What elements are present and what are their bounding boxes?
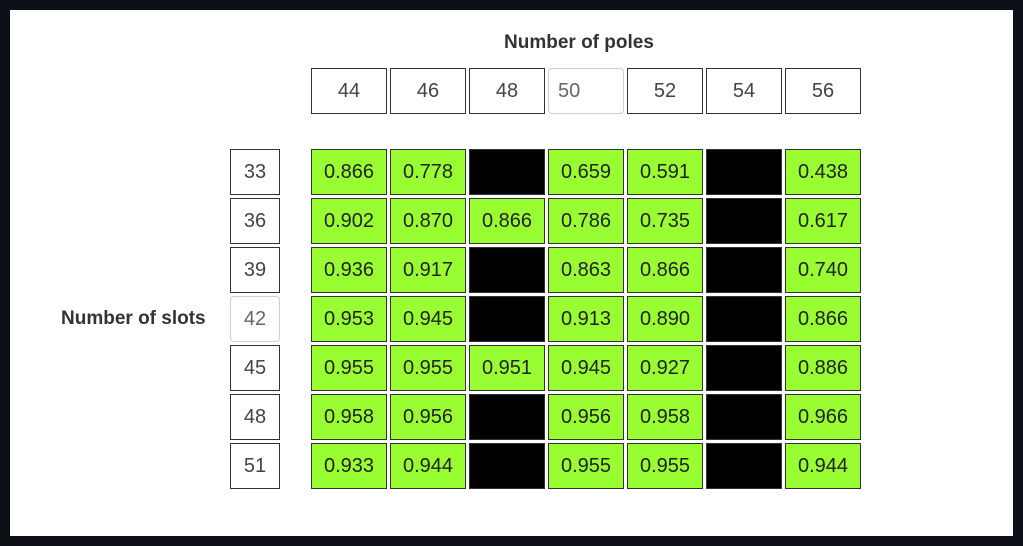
winding-factor-cell: 0.966 — [785, 394, 861, 440]
slots-input-33[interactable]: 33 — [230, 149, 280, 195]
winding-factor-cell: 0.659 — [548, 149, 624, 195]
poles-title: Number of poles — [504, 32, 654, 53]
invalid-cell — [469, 394, 545, 440]
poles-input-46[interactable]: 46 — [390, 68, 466, 114]
winding-factor-cell: 0.955 — [390, 345, 466, 391]
slots-input-48[interactable]: 48 — [230, 394, 280, 440]
winding-factor-cell: 0.927 — [627, 345, 703, 391]
winding-factor-cell: 0.866 — [785, 296, 861, 342]
winding-factor-cell: 0.617 — [785, 198, 861, 244]
winding-factor-cell: 0.936 — [311, 247, 387, 293]
winding-factor-cell: 0.953 — [311, 296, 387, 342]
slots-title: Number of slots — [61, 308, 206, 329]
winding-factor-cell: 0.890 — [627, 296, 703, 342]
invalid-cell — [706, 198, 782, 244]
invalid-cell — [706, 296, 782, 342]
slots-input-42[interactable]: 42 — [230, 296, 280, 342]
winding-factor-cell: 0.955 — [311, 345, 387, 391]
invalid-cell — [469, 443, 545, 489]
invalid-cell — [469, 247, 545, 293]
invalid-cell — [706, 394, 782, 440]
winding-factor-cell: 0.866 — [311, 149, 387, 195]
winding-factor-cell: 0.591 — [627, 149, 703, 195]
winding-factor-cell: 0.438 — [785, 149, 861, 195]
invalid-cell — [706, 443, 782, 489]
winding-factor-cell: 0.951 — [469, 345, 545, 391]
invalid-cell — [706, 345, 782, 391]
winding-factor-cell: 0.945 — [390, 296, 466, 342]
winding-factor-cell: 0.958 — [627, 394, 703, 440]
poles-input-44[interactable]: 44 — [311, 68, 387, 114]
winding-factor-cell: 0.786 — [548, 198, 624, 244]
slots-input-39[interactable]: 39 — [230, 247, 280, 293]
winding-factor-cell: 0.933 — [311, 443, 387, 489]
winding-factor-cell: 0.866 — [469, 198, 545, 244]
poles-input-52[interactable]: 52 — [627, 68, 703, 114]
winding-factor-cell: 0.944 — [785, 443, 861, 489]
winding-factor-cell: 0.944 — [390, 443, 466, 489]
winding-factor-panel: Number of poles Number of slots 44 46 48 50… — [10, 10, 1013, 536]
slots-input-51[interactable]: 51 — [230, 443, 280, 489]
winding-factor-cell: 0.956 — [548, 394, 624, 440]
winding-factor-cell: 0.866 — [627, 247, 703, 293]
poles-input-54[interactable]: 54 — [706, 68, 782, 114]
winding-factor-cell: 0.913 — [548, 296, 624, 342]
winding-factor-cell: 0.886 — [785, 345, 861, 391]
poles-input-56[interactable]: 56 — [785, 68, 861, 114]
winding-factor-cell: 0.917 — [390, 247, 466, 293]
winding-factor-cell: 0.863 — [548, 247, 624, 293]
slots-input-36[interactable]: 36 — [230, 198, 280, 244]
winding-factor-cell: 0.955 — [548, 443, 624, 489]
winding-factor-cell: 0.955 — [627, 443, 703, 489]
poles-input-48[interactable]: 48 — [469, 68, 545, 114]
winding-factor-cell: 0.958 — [311, 394, 387, 440]
winding-factor-cell: 0.902 — [311, 198, 387, 244]
slots-input-45[interactable]: 45 — [230, 345, 280, 391]
winding-factor-cell: 0.870 — [390, 198, 466, 244]
winding-factor-cell: 0.956 — [390, 394, 466, 440]
winding-factor-cell: 0.945 — [548, 345, 624, 391]
invalid-cell — [706, 247, 782, 293]
invalid-cell — [469, 296, 545, 342]
winding-factor-cell: 0.735 — [627, 198, 703, 244]
winding-factor-cell: 0.740 — [785, 247, 861, 293]
poles-input-50[interactable]: 50 — [548, 68, 624, 114]
winding-factor-cell: 0.778 — [390, 149, 466, 195]
invalid-cell — [469, 149, 545, 195]
invalid-cell — [706, 149, 782, 195]
